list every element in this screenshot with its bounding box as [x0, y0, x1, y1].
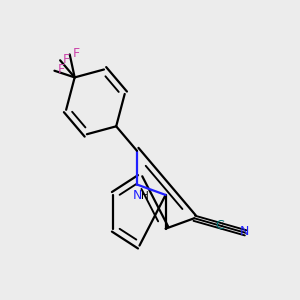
Text: F: F	[58, 63, 64, 76]
Text: H: H	[141, 191, 149, 201]
Text: N: N	[132, 189, 142, 203]
Text: N: N	[239, 225, 249, 239]
Text: C: C	[215, 219, 224, 232]
Text: F: F	[63, 53, 70, 66]
Text: F: F	[73, 47, 80, 60]
